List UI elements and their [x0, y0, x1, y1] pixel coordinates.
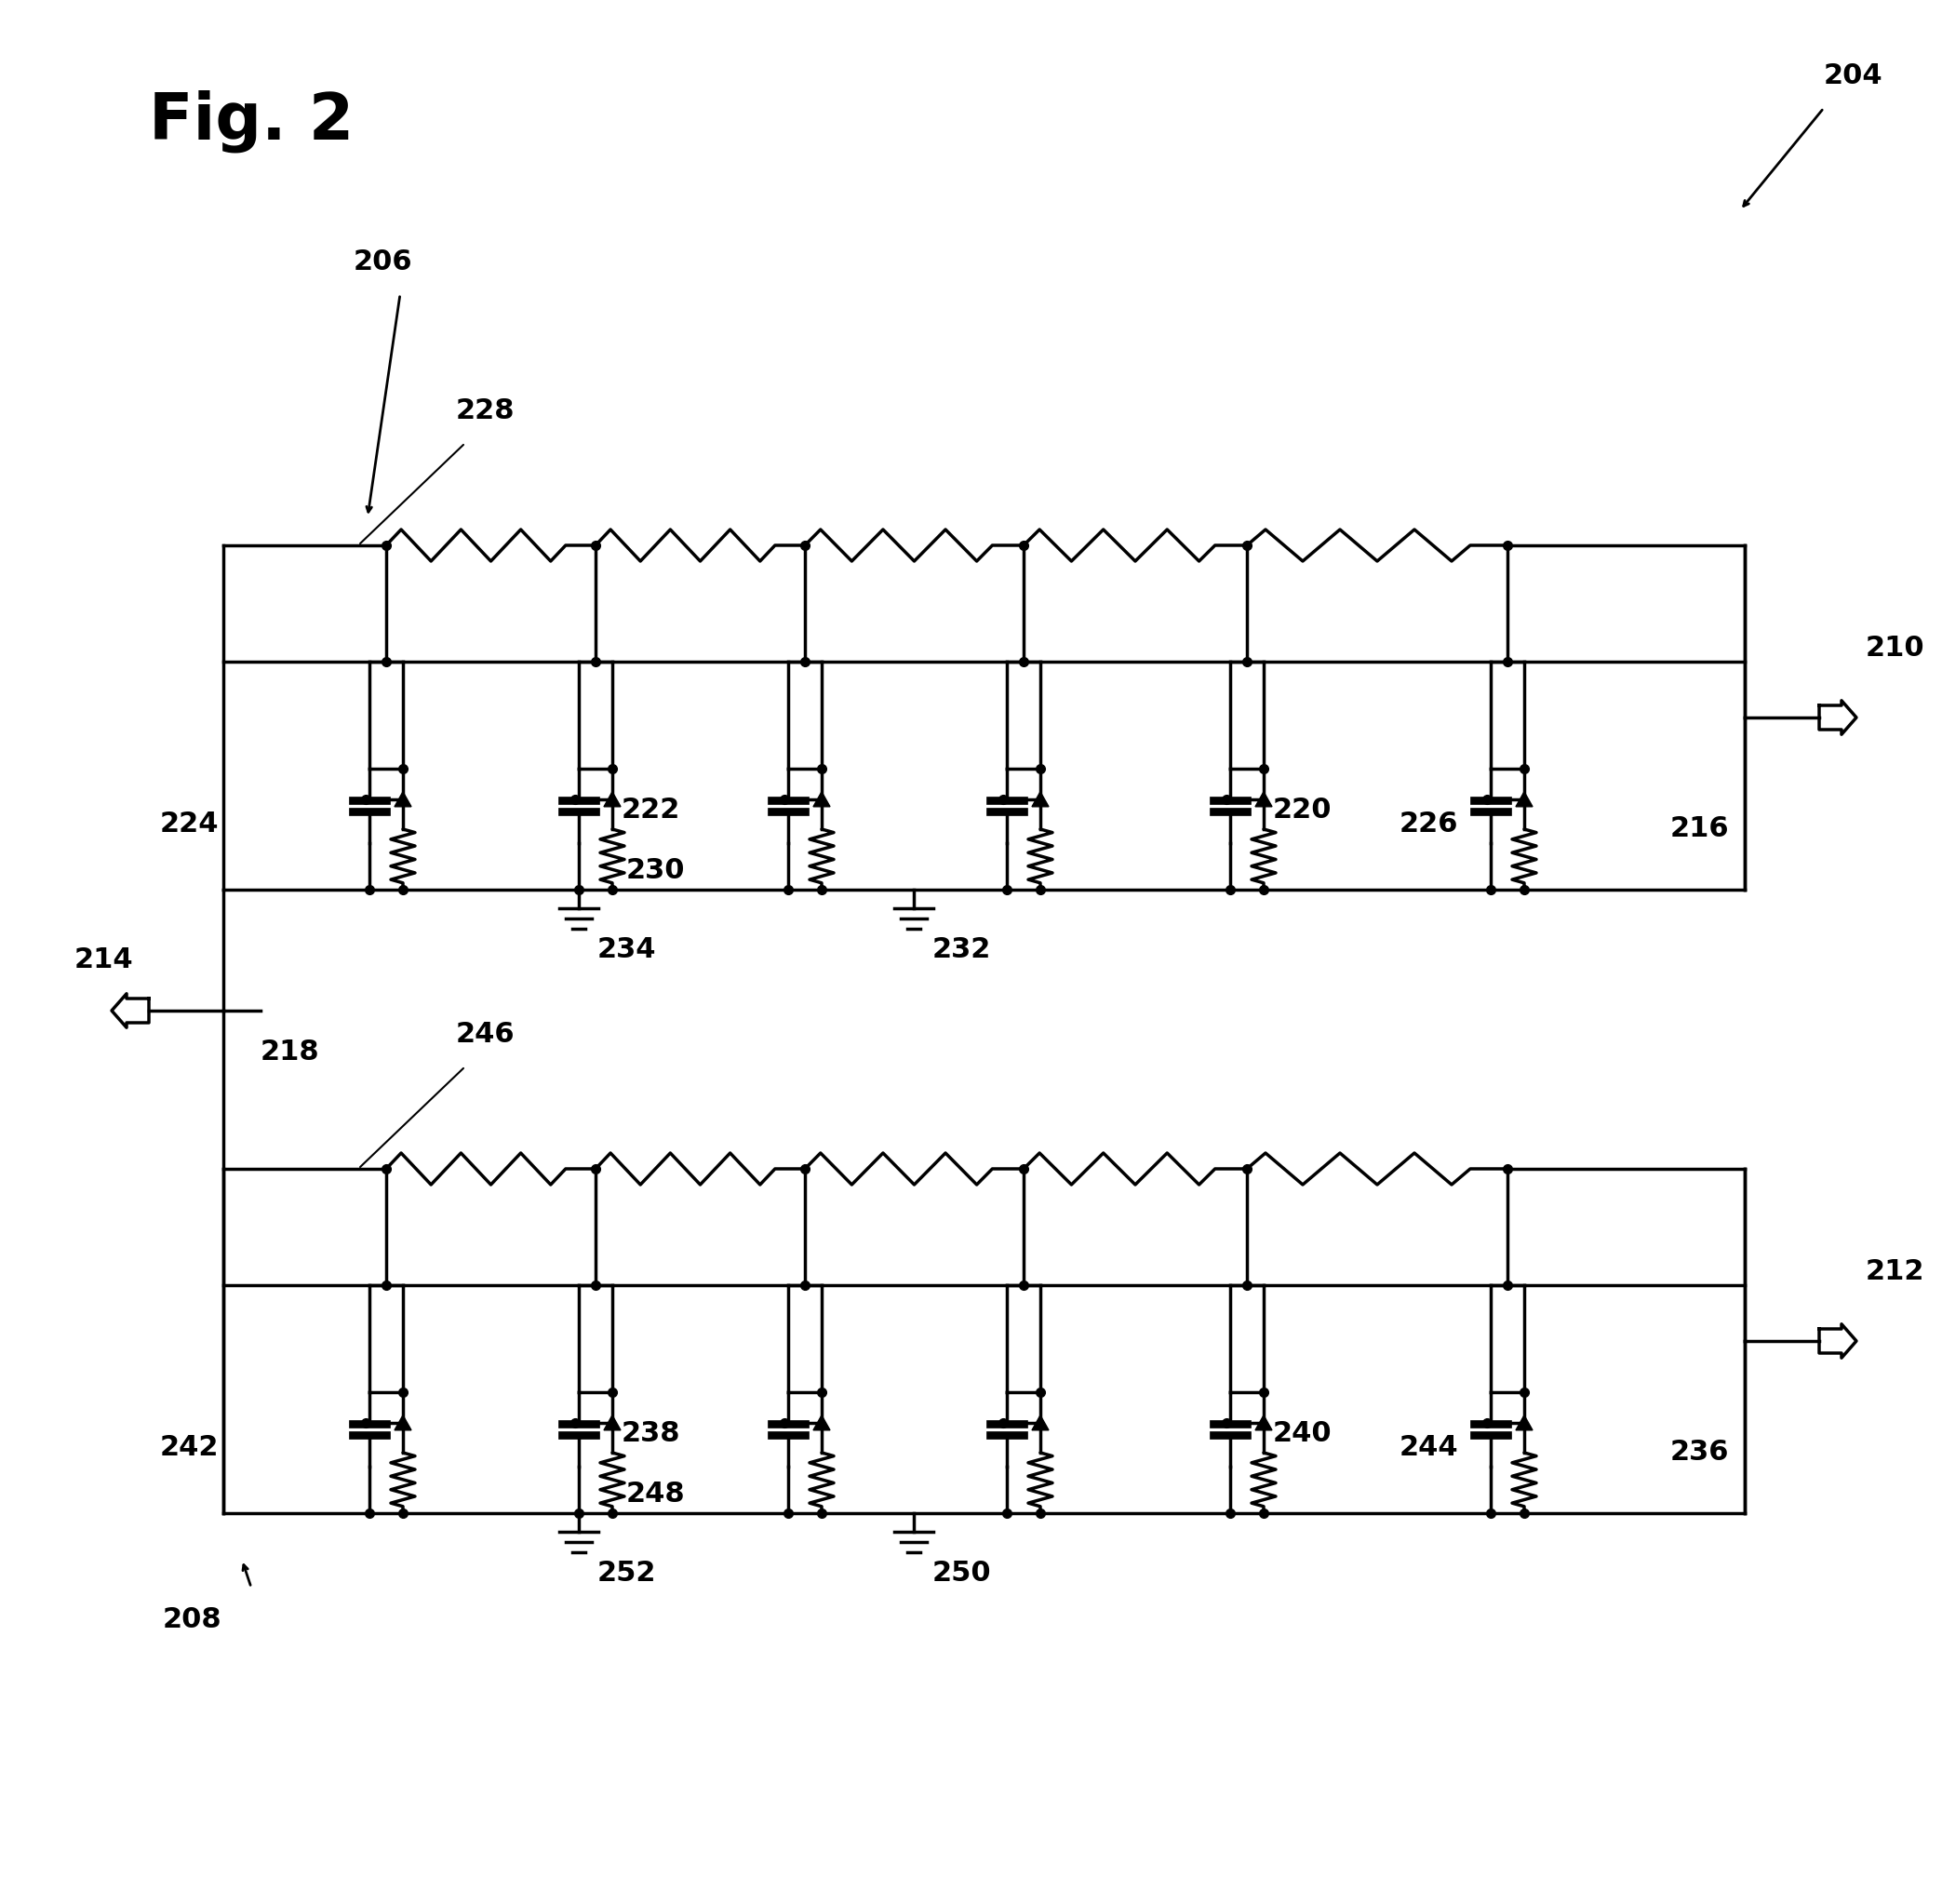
Polygon shape [394, 1415, 412, 1430]
Text: 234: 234 [598, 937, 656, 963]
Text: 242: 242 [159, 1434, 219, 1462]
Text: 216: 216 [1670, 815, 1730, 842]
Text: Fig. 2: Fig. 2 [150, 89, 353, 152]
Text: 222: 222 [621, 796, 680, 824]
Polygon shape [604, 792, 621, 807]
Text: 214: 214 [74, 946, 134, 973]
Text: 238: 238 [621, 1420, 682, 1447]
Text: 212: 212 [1866, 1259, 1925, 1285]
Text: 224: 224 [159, 811, 219, 838]
Text: 250: 250 [932, 1559, 992, 1586]
Text: 248: 248 [625, 1481, 686, 1508]
Text: 240: 240 [1272, 1420, 1332, 1447]
Polygon shape [1031, 792, 1049, 807]
Text: 220: 220 [1272, 796, 1332, 824]
Text: 204: 204 [1824, 63, 1884, 89]
Polygon shape [1255, 1415, 1272, 1430]
Polygon shape [814, 1415, 829, 1430]
Text: 206: 206 [353, 248, 414, 276]
Text: 232: 232 [932, 937, 990, 963]
Text: 226: 226 [1398, 811, 1458, 838]
Text: 210: 210 [1866, 634, 1925, 663]
Text: 230: 230 [625, 857, 686, 885]
Polygon shape [394, 792, 412, 807]
Polygon shape [604, 1415, 621, 1430]
Polygon shape [1517, 1415, 1532, 1430]
Polygon shape [814, 792, 829, 807]
Text: 244: 244 [1398, 1434, 1458, 1462]
Text: 208: 208 [163, 1607, 221, 1634]
Polygon shape [1517, 792, 1532, 807]
Text: 236: 236 [1670, 1439, 1730, 1466]
Text: 228: 228 [456, 398, 515, 425]
Text: 252: 252 [598, 1559, 656, 1586]
Polygon shape [1031, 1415, 1049, 1430]
Text: 246: 246 [456, 1021, 515, 1047]
Text: 218: 218 [260, 1038, 320, 1066]
Polygon shape [1255, 792, 1272, 807]
